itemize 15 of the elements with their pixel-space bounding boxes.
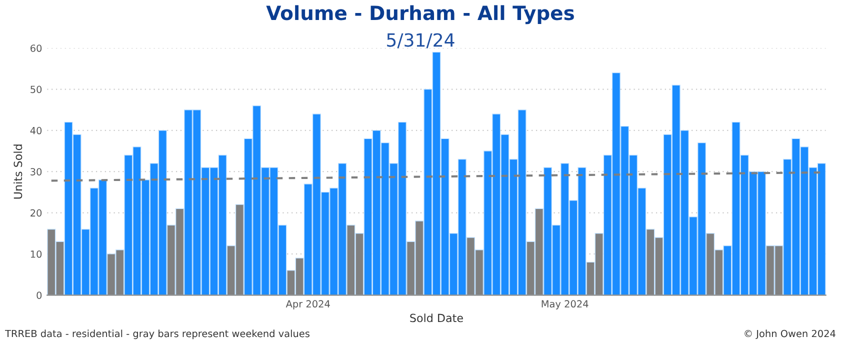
y-tick-label: 60 [30,44,42,52]
y-tick-label: 10 [30,250,42,258]
y-tick-label: 0 [36,292,42,299]
text: © John Owen 2024 [744,330,836,340]
y-tick-label: 50 [30,86,42,94]
chart-subtitle: 5/31/24 [387,33,454,48]
text: TRREB data - residential - gray bars represent weekend values [5,330,310,340]
y-tick-label: 30 [30,168,42,176]
x-axis-title: Sold Date [410,314,463,322]
y-axis-title: Units Sold [14,144,22,199]
x-tick-label: May 2024 [542,300,588,310]
chart-title: Volume - Durham - All Types [266,5,574,24]
y-tick-label: 20 [30,209,42,217]
y-tick-label: 40 [30,126,42,134]
x-tick-label: Apr 2024 [286,300,330,310]
